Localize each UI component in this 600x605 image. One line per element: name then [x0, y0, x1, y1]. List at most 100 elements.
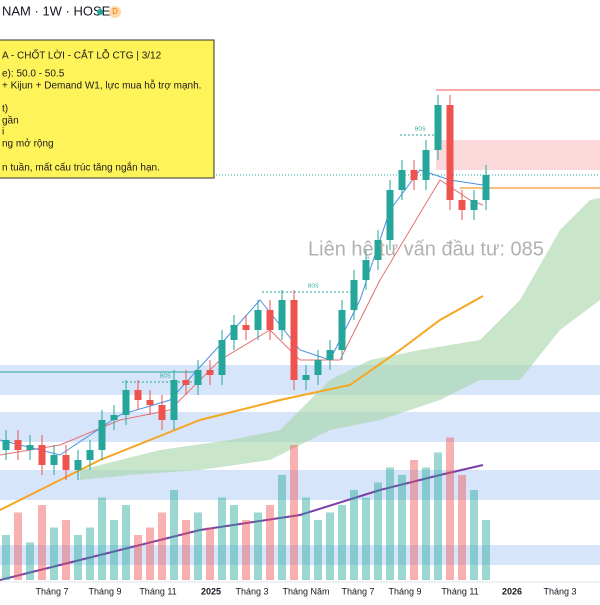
volume-bar	[482, 520, 490, 580]
volume-bar	[398, 475, 406, 580]
time-label: Tháng 7	[341, 586, 374, 596]
badge	[109, 6, 121, 18]
candle-body	[278, 300, 286, 330]
volume-bar	[386, 467, 394, 580]
volume-bar	[338, 505, 346, 580]
candle-body	[62, 455, 70, 470]
candle-body	[2, 440, 10, 450]
candle-body	[86, 450, 94, 460]
candle-body	[170, 380, 178, 420]
candle-body	[50, 455, 58, 465]
candle-body	[350, 280, 358, 310]
volume-bar	[254, 512, 262, 580]
note-line: + Kijun + Demand W1, lực mua hỗ trợ mạnh…	[2, 79, 201, 92]
candle-body	[194, 370, 202, 385]
candle-body	[206, 370, 214, 375]
candle-body	[122, 390, 130, 415]
volume-bar	[302, 497, 310, 580]
watermark: Liên hệ tư vấn đầu tư: 085	[308, 238, 544, 260]
candle-body	[434, 105, 442, 150]
candle-body	[182, 380, 190, 385]
candle-body	[26, 445, 34, 450]
candle-body	[338, 310, 346, 350]
time-label: 2025	[201, 586, 221, 596]
candle-body	[398, 170, 406, 190]
candle-body	[362, 260, 370, 280]
candle-body	[470, 200, 478, 210]
volume-bar	[62, 520, 70, 580]
time-label: Tháng 3	[235, 586, 268, 596]
volume-bar	[206, 527, 214, 580]
time-label: Tháng 3	[543, 586, 576, 596]
volume-bar	[170, 490, 178, 580]
volume-bar	[446, 437, 454, 580]
ichimoku-cloud	[80, 198, 600, 480]
candle-body	[134, 390, 142, 400]
ma-line	[0, 295, 484, 511]
candle-body	[482, 175, 490, 200]
volume-bar	[50, 527, 58, 580]
candle-body	[98, 420, 106, 450]
volume-bar	[74, 535, 82, 580]
volume-bar	[458, 475, 466, 580]
volume-bar	[98, 497, 106, 580]
volume-bar	[134, 535, 142, 580]
candle-body	[254, 310, 262, 330]
volume-bar	[470, 490, 478, 580]
time-axis	[0, 582, 600, 600]
candle-body	[158, 405, 166, 420]
volume-bar	[86, 527, 94, 580]
volume-bar	[158, 512, 166, 580]
time-label: Tháng 7	[35, 586, 68, 596]
time-label: Tháng 9	[88, 586, 121, 596]
candle-body	[458, 200, 466, 210]
candle-body	[146, 400, 154, 405]
candle-body	[110, 415, 118, 420]
time-label: Tháng 9	[388, 586, 421, 596]
supply-zone	[436, 140, 600, 170]
candle-body	[290, 300, 298, 380]
candle-layer	[2, 95, 490, 480]
time-label: Tháng 11	[139, 586, 176, 596]
time-label: Tháng Năm	[282, 586, 329, 596]
volume-bar	[110, 520, 118, 580]
volume-bar	[242, 520, 250, 580]
volume-bar	[266, 505, 274, 580]
volume-bar	[314, 520, 322, 580]
time-label: 2026	[502, 586, 522, 596]
time-axis-labels: Tháng 7 Tháng 9 Tháng 11 2025 Tháng 3 Tháng N…	[35, 586, 576, 596]
candle-body	[326, 350, 334, 360]
ma-line	[0, 169, 484, 456]
volume-bar	[122, 505, 130, 580]
volume-bar	[326, 512, 334, 580]
volume-layer	[2, 437, 490, 580]
header-bg	[0, 0, 130, 22]
volume-bar	[26, 542, 34, 580]
candle-body	[314, 360, 322, 375]
time-label: Tháng 11	[441, 586, 478, 596]
symbol-title: NAM · 1W · HOSE	[2, 3, 111, 18]
volume-bar	[290, 445, 298, 580]
candle-body	[386, 190, 394, 240]
volume-bar	[374, 482, 382, 580]
volume-bar	[146, 527, 154, 580]
volume-bar	[230, 505, 238, 580]
status-dot	[97, 9, 103, 15]
candle-body	[230, 325, 238, 340]
note-box	[0, 39, 215, 179]
candle-body	[374, 240, 382, 260]
note-line: i	[2, 127, 4, 138]
volume-bar	[38, 505, 46, 580]
volume-bar	[422, 467, 430, 580]
candle-body	[242, 325, 250, 330]
volume-bar	[410, 460, 418, 580]
candle-body	[74, 460, 82, 470]
candle-body	[422, 150, 430, 180]
note-line: ng mở rộng	[2, 138, 54, 150]
badge-text: D	[112, 7, 118, 16]
note-line: t)	[2, 104, 8, 115]
volume-bar	[14, 512, 22, 580]
candle-body	[266, 310, 274, 330]
candle-body	[14, 440, 22, 450]
candle-body	[410, 170, 418, 180]
